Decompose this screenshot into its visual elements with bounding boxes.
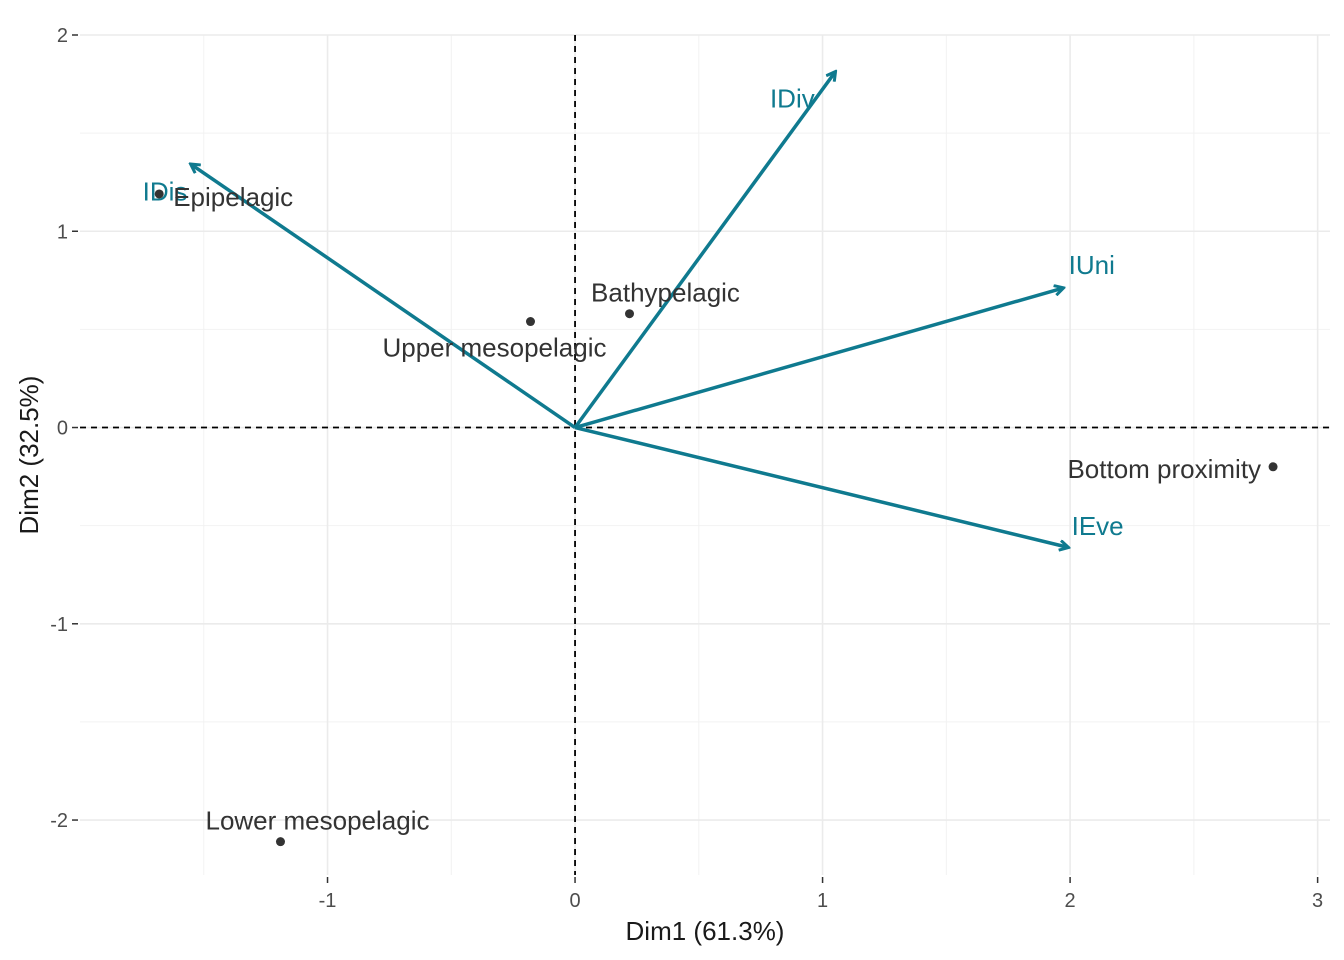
y-tick-label: 1	[57, 221, 68, 243]
major-gridlines	[80, 34, 1330, 875]
point-label: Epipelagic	[173, 182, 293, 212]
vector-label-idiv: IDiv	[770, 83, 815, 113]
minor-gridlines	[80, 35, 1330, 875]
x-tick-label: 1	[817, 890, 828, 912]
vector-arrow-idis	[191, 165, 577, 429]
x-tick-label: 0	[569, 890, 580, 912]
x-tick-label: 3	[1312, 890, 1323, 912]
reference-lines	[80, 35, 1330, 875]
vector-label-iuni: IUni	[1069, 250, 1115, 280]
point-label: Bathypelagic	[591, 278, 740, 308]
y-tick-label: 0	[57, 418, 68, 440]
point-marker	[525, 317, 535, 327]
y-axis-title: Dim2 (32.5%)	[14, 376, 44, 535]
vector-arrow-iuni	[574, 288, 1063, 430]
point-marker	[154, 189, 164, 199]
y-axis-ticks: -2 -1 0 1 2	[50, 25, 78, 832]
y-tick-label: -2	[50, 810, 68, 832]
y-tick-label: -1	[50, 614, 68, 636]
vector-label-idis: IDis	[143, 177, 188, 207]
y-tick-label: 2	[57, 25, 68, 47]
x-tick-label: -1	[319, 890, 337, 912]
point-label: Lower mesopelagic	[205, 806, 429, 836]
vector-arrow-idiv	[573, 72, 835, 429]
x-tick-label: 2	[1065, 890, 1076, 912]
variable-vectors: IDis IDiv IUni IEve	[143, 72, 1124, 547]
point-label: Bottom proximity	[1067, 454, 1261, 484]
point-marker	[275, 837, 285, 847]
vector-arrow-ieve	[574, 425, 1068, 548]
individual-points: Epipelagic Upper mesopelagic Bathypelagic B…	[154, 182, 1278, 847]
vector-label-ieve: IEve	[1072, 511, 1124, 541]
point-marker	[625, 309, 635, 319]
x-axis-ticks: -1 0 1 2 3	[319, 877, 1323, 912]
point-marker	[1268, 462, 1278, 472]
point-label: Upper mesopelagic	[382, 333, 606, 363]
x-axis-title: Dim1 (61.3%)	[626, 916, 785, 946]
